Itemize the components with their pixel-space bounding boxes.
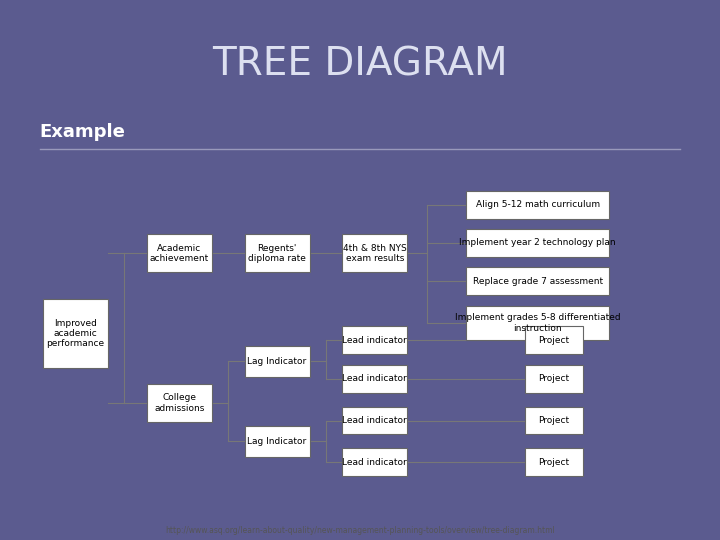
FancyBboxPatch shape [342, 365, 408, 393]
Text: Implement grades 5-8 differentiated
instruction: Implement grades 5-8 differentiated inst… [455, 313, 621, 333]
FancyBboxPatch shape [466, 191, 609, 219]
Text: Project: Project [539, 374, 570, 383]
Text: Academic
achievement: Academic achievement [150, 244, 209, 263]
FancyBboxPatch shape [466, 306, 609, 340]
FancyBboxPatch shape [525, 448, 583, 476]
Text: Project: Project [539, 458, 570, 467]
Text: TREE DIAGRAM: TREE DIAGRAM [212, 46, 508, 84]
Text: Lead indicator: Lead indicator [343, 336, 408, 345]
FancyBboxPatch shape [525, 407, 583, 435]
FancyBboxPatch shape [342, 327, 408, 354]
Text: Implement year 2 technology plan: Implement year 2 technology plan [459, 238, 616, 247]
Text: Project: Project [539, 416, 570, 425]
Text: http://www.asq.org/learn-about-quality/new-management-planning-tools/overview/tr: http://www.asq.org/learn-about-quality/n… [165, 526, 555, 535]
Text: Replace grade 7 assessment: Replace grade 7 assessment [472, 276, 603, 286]
Text: Regents'
diploma rate: Regents' diploma rate [248, 244, 306, 263]
Text: Lead indicator: Lead indicator [343, 374, 408, 383]
FancyBboxPatch shape [466, 267, 609, 295]
Text: Align 5-12 math curriculum: Align 5-12 math curriculum [476, 200, 600, 209]
FancyBboxPatch shape [525, 327, 583, 354]
Text: Lag Indicator: Lag Indicator [248, 437, 307, 446]
Text: Project: Project [539, 336, 570, 345]
Text: Lead indicator: Lead indicator [343, 416, 408, 425]
FancyBboxPatch shape [525, 365, 583, 393]
Text: Example: Example [40, 123, 125, 141]
Text: Lag Indicator: Lag Indicator [248, 357, 307, 366]
FancyBboxPatch shape [245, 346, 310, 377]
FancyBboxPatch shape [466, 229, 609, 257]
FancyBboxPatch shape [147, 384, 212, 422]
Text: College
admissions: College admissions [154, 394, 204, 413]
FancyBboxPatch shape [42, 299, 108, 368]
Text: Lead indicator: Lead indicator [343, 458, 408, 467]
Text: 4th & 8th NYS
exam results: 4th & 8th NYS exam results [343, 244, 407, 263]
Text: Improved
academic
performance: Improved academic performance [46, 319, 104, 348]
FancyBboxPatch shape [342, 448, 408, 476]
FancyBboxPatch shape [342, 407, 408, 435]
FancyBboxPatch shape [147, 234, 212, 273]
FancyBboxPatch shape [245, 426, 310, 457]
FancyBboxPatch shape [245, 234, 310, 273]
FancyBboxPatch shape [342, 234, 408, 273]
